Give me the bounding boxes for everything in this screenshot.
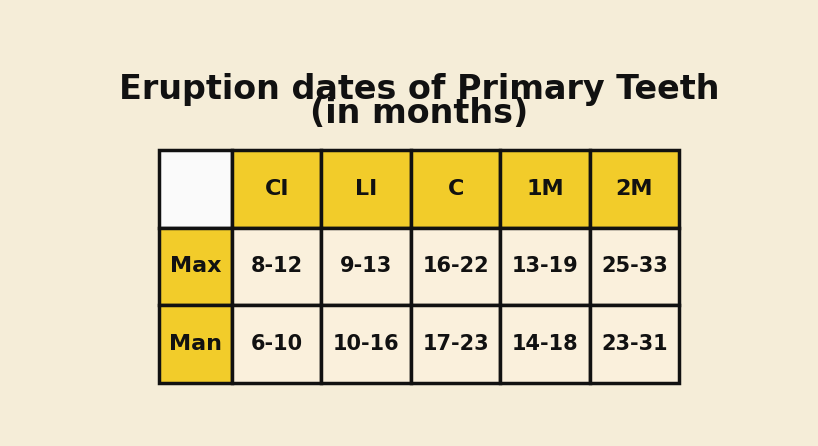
Text: 13-19: 13-19 bbox=[511, 256, 578, 277]
FancyBboxPatch shape bbox=[232, 150, 321, 227]
FancyBboxPatch shape bbox=[160, 306, 232, 383]
Text: 1M: 1M bbox=[526, 178, 564, 198]
FancyBboxPatch shape bbox=[411, 306, 501, 383]
FancyBboxPatch shape bbox=[232, 227, 321, 306]
FancyBboxPatch shape bbox=[411, 227, 501, 306]
Text: 25-33: 25-33 bbox=[601, 256, 667, 277]
FancyBboxPatch shape bbox=[501, 227, 590, 306]
Text: 8-12: 8-12 bbox=[251, 256, 303, 277]
Text: Max: Max bbox=[170, 256, 222, 277]
Text: Eruption dates of Primary Teeth: Eruption dates of Primary Teeth bbox=[119, 73, 720, 106]
Text: 2M: 2M bbox=[616, 178, 654, 198]
Text: CI: CI bbox=[264, 178, 289, 198]
FancyBboxPatch shape bbox=[590, 150, 679, 227]
FancyBboxPatch shape bbox=[411, 150, 501, 227]
FancyBboxPatch shape bbox=[321, 227, 411, 306]
Text: 16-22: 16-22 bbox=[422, 256, 489, 277]
Text: 23-31: 23-31 bbox=[601, 334, 667, 354]
FancyBboxPatch shape bbox=[160, 150, 232, 227]
Text: 6-10: 6-10 bbox=[251, 334, 303, 354]
Text: 14-18: 14-18 bbox=[512, 334, 578, 354]
FancyBboxPatch shape bbox=[590, 227, 679, 306]
Text: C: C bbox=[447, 178, 464, 198]
Text: Man: Man bbox=[169, 334, 222, 354]
Text: (in months): (in months) bbox=[310, 97, 528, 130]
FancyBboxPatch shape bbox=[160, 227, 232, 306]
FancyBboxPatch shape bbox=[501, 150, 590, 227]
FancyBboxPatch shape bbox=[590, 306, 679, 383]
Text: 17-23: 17-23 bbox=[422, 334, 489, 354]
FancyBboxPatch shape bbox=[501, 306, 590, 383]
FancyBboxPatch shape bbox=[232, 306, 321, 383]
FancyBboxPatch shape bbox=[321, 150, 411, 227]
Text: 10-16: 10-16 bbox=[333, 334, 399, 354]
FancyBboxPatch shape bbox=[321, 306, 411, 383]
Text: LI: LI bbox=[355, 178, 377, 198]
Text: 9-13: 9-13 bbox=[340, 256, 393, 277]
